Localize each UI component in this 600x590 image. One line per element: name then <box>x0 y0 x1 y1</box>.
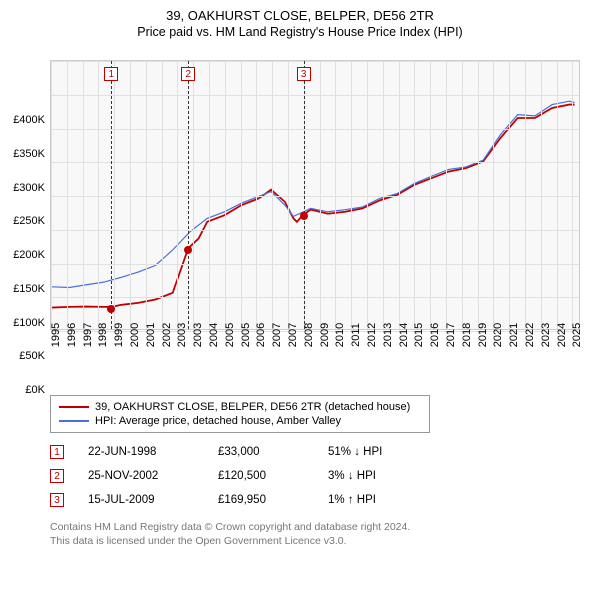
footer-line-2: This data is licensed under the Open Gov… <box>50 534 410 548</box>
chart-marker-1: 1 <box>104 67 118 81</box>
x-axis-label: 2012 <box>366 323 378 347</box>
y-axis-label: £350K <box>13 148 45 160</box>
x-axis-label: 2007 <box>287 323 299 347</box>
x-axis-label: 2021 <box>508 323 520 347</box>
table-row: 2 25-NOV-2002 £120,500 3% ↓ HPI <box>50 464 458 488</box>
chart-container: 39, OAKHURST CLOSE, BELPER, DE56 2TR Pri… <box>0 0 600 590</box>
x-axis-label: 2010 <box>334 323 346 347</box>
x-axis-label: 2004 <box>208 323 220 347</box>
tx-marker-2: 2 <box>50 469 64 483</box>
x-axis-label: 2019 <box>477 323 489 347</box>
transaction-table: 1 22-JUN-1998 £33,000 51% ↓ HPI 2 25-NOV… <box>50 440 458 512</box>
x-axis-label: 2003 <box>192 323 204 347</box>
x-axis-label: 1996 <box>66 323 78 347</box>
x-axis-label: 1997 <box>82 323 94 347</box>
x-axis-label: 1995 <box>50 323 62 347</box>
y-axis-label: £0K <box>25 384 45 396</box>
x-axis-label: 2023 <box>540 323 552 347</box>
legend-row-hpi: HPI: Average price, detached house, Ambe… <box>59 414 421 428</box>
tx-marker-1: 1 <box>50 445 64 459</box>
x-axis-label: 2001 <box>145 323 157 347</box>
x-axis-label: 2020 <box>492 323 504 347</box>
tx-delta: 3% ↓ HPI <box>328 470 458 482</box>
tx-delta: 51% ↓ HPI <box>328 446 458 458</box>
x-axis-label: 2005 <box>224 323 236 347</box>
chart-marker-3: 3 <box>297 67 311 81</box>
tx-delta: 1% ↑ HPI <box>328 494 458 506</box>
legend-swatch-hpi <box>59 420 89 422</box>
legend-label-price: 39, OAKHURST CLOSE, BELPER, DE56 2TR (de… <box>95 401 410 413</box>
y-axis-label: £250K <box>13 215 45 227</box>
chart-marker-2: 2 <box>181 67 195 81</box>
x-axis-label: 2008 <box>303 323 315 347</box>
tx-price: £169,950 <box>218 494 328 506</box>
x-axis-label: 1998 <box>97 323 109 347</box>
x-axis-label: 2005 <box>240 323 252 347</box>
x-axis-label: 2018 <box>461 323 473 347</box>
tx-price: £120,500 <box>218 470 328 482</box>
title-sub: Price paid vs. HM Land Registry's House … <box>0 25 600 39</box>
legend: 39, OAKHURST CLOSE, BELPER, DE56 2TR (de… <box>50 395 430 433</box>
x-axis-label: 2024 <box>556 323 568 347</box>
tx-date: 22-JUN-1998 <box>88 446 218 458</box>
x-axis-label: 2014 <box>398 323 410 347</box>
title-main: 39, OAKHURST CLOSE, BELPER, DE56 2TR <box>0 8 600 23</box>
tx-date: 25-NOV-2002 <box>88 470 218 482</box>
x-axis-label: 2022 <box>524 323 536 347</box>
x-axis-label: 2011 <box>350 323 362 347</box>
x-axis-label: 2013 <box>382 323 394 347</box>
x-axis-label: 2016 <box>429 323 441 347</box>
plot-region: 1 2 3 <box>50 60 580 330</box>
tx-marker-3: 3 <box>50 493 64 507</box>
y-axis-label: £200K <box>13 249 45 261</box>
x-axis-label: 2017 <box>445 323 457 347</box>
x-axis-label: 2025 <box>571 323 583 347</box>
x-axis-label: 2003 <box>176 323 188 347</box>
sale-point <box>300 212 308 220</box>
sale-point <box>184 246 192 254</box>
chart-area: 123 £0K£50K£100K£150K£200K£250K£300K£350… <box>50 60 580 380</box>
y-axis-label: £150K <box>13 283 45 295</box>
x-axis-label: 2007 <box>271 323 283 347</box>
x-axis-label: 2002 <box>161 323 173 347</box>
x-axis-label: 2015 <box>413 323 425 347</box>
x-axis-label: 1999 <box>113 323 125 347</box>
footer: Contains HM Land Registry data © Crown c… <box>50 520 410 548</box>
table-row: 3 15-JUL-2009 £169,950 1% ↑ HPI <box>50 488 458 512</box>
legend-label-hpi: HPI: Average price, detached house, Ambe… <box>95 415 341 427</box>
sale-point <box>107 305 115 313</box>
legend-swatch-price <box>59 406 89 408</box>
x-axis-label: 2006 <box>255 323 267 347</box>
y-axis-label: £100K <box>13 317 45 329</box>
table-row: 1 22-JUN-1998 £33,000 51% ↓ HPI <box>50 440 458 464</box>
y-axis-label: £50K <box>19 350 45 362</box>
footer-line-1: Contains HM Land Registry data © Crown c… <box>50 520 410 534</box>
y-axis-label: £300K <box>13 182 45 194</box>
x-axis-label: 2009 <box>319 323 331 347</box>
x-axis-label: 2000 <box>129 323 141 347</box>
y-axis-label: £400K <box>13 114 45 126</box>
tx-date: 15-JUL-2009 <box>88 494 218 506</box>
legend-row-price: 39, OAKHURST CLOSE, BELPER, DE56 2TR (de… <box>59 400 421 414</box>
tx-price: £33,000 <box>218 446 328 458</box>
titles: 39, OAKHURST CLOSE, BELPER, DE56 2TR Pri… <box>0 0 600 39</box>
